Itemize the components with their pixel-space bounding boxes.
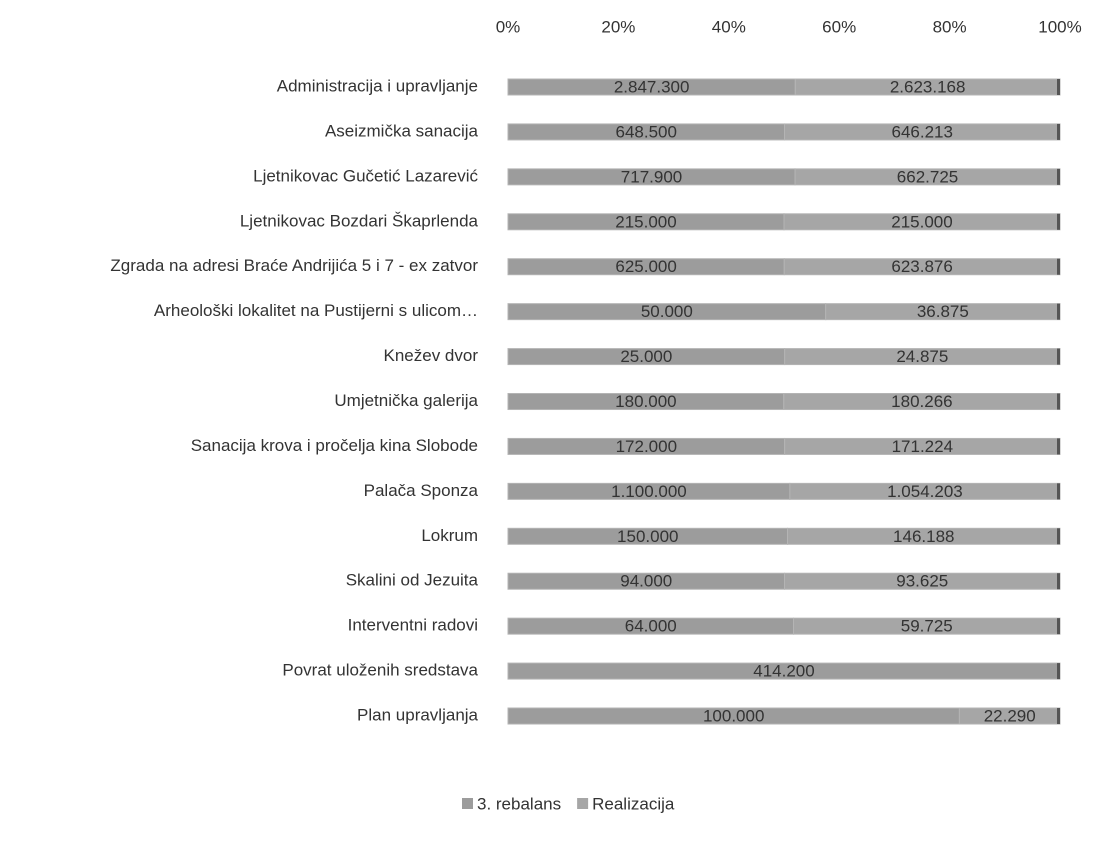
bar-end bbox=[1057, 79, 1060, 95]
y-tick-label: Lokrum bbox=[421, 526, 478, 545]
bar-end bbox=[1057, 483, 1060, 500]
data-label: 180.000 bbox=[615, 392, 676, 411]
bar-end bbox=[1057, 528, 1060, 545]
data-label: 215.000 bbox=[891, 212, 952, 231]
bar-end bbox=[1057, 393, 1060, 410]
y-tick-label: Palača Sponza bbox=[364, 481, 479, 500]
data-label: 146.188 bbox=[893, 527, 954, 546]
data-label: 100.000 bbox=[703, 707, 764, 726]
legend-swatch bbox=[577, 798, 589, 809]
x-tick-label: 60% bbox=[822, 17, 856, 36]
data-label: 172.000 bbox=[616, 437, 677, 456]
data-label: 94.000 bbox=[620, 572, 672, 591]
bar-end bbox=[1057, 213, 1060, 230]
data-label: 59.725 bbox=[901, 617, 953, 636]
legend-label: Realizacija bbox=[592, 794, 675, 813]
y-tick-label: Zgrada na adresi Braće Andrijića 5 i 7 -… bbox=[110, 256, 478, 275]
data-label: 623.876 bbox=[891, 257, 952, 276]
data-label: 646.213 bbox=[892, 122, 953, 141]
data-label: 648.500 bbox=[616, 122, 677, 141]
bar-end bbox=[1057, 168, 1060, 185]
y-tick-label: Plan upravljanja bbox=[357, 706, 479, 725]
x-tick-label: 40% bbox=[712, 17, 746, 36]
y-tick-label: Aseizmička sanacija bbox=[325, 121, 479, 140]
bar-end bbox=[1057, 258, 1060, 275]
data-label: 625.000 bbox=[615, 257, 676, 276]
y-tick-label: Interventni radovi bbox=[348, 616, 478, 635]
data-label: 2.623.168 bbox=[890, 77, 966, 96]
bar-end bbox=[1057, 618, 1060, 635]
data-label: 2.847.300 bbox=[614, 77, 690, 96]
y-tick-label: Sanacija krova i pročelja kina Slobode bbox=[191, 436, 478, 455]
x-tick-label: 0% bbox=[496, 17, 521, 36]
y-tick-label: Ljetnikovac Bozdari Škaprlenda bbox=[240, 211, 479, 230]
data-label: 180.266 bbox=[891, 392, 952, 411]
x-tick-label: 100% bbox=[1038, 17, 1081, 36]
y-tick-label: Ljetnikovac Gučetić Lazarević bbox=[253, 166, 478, 185]
data-label: 215.000 bbox=[615, 212, 676, 231]
y-tick-label: Knežev dvor bbox=[384, 346, 479, 365]
data-label: 150.000 bbox=[617, 527, 678, 546]
y-tick-label: Arheološki lokalitet na Pustijerni s uli… bbox=[154, 301, 478, 320]
x-tick-label: 20% bbox=[601, 17, 635, 36]
data-label: 64.000 bbox=[625, 617, 677, 636]
data-label: 1.054.203 bbox=[887, 482, 963, 501]
data-label: 171.224 bbox=[892, 437, 953, 456]
y-tick-label: Administracija i upravljanje bbox=[277, 76, 478, 95]
legend-label: 3. rebalans bbox=[477, 794, 561, 813]
data-label: 717.900 bbox=[621, 167, 682, 186]
data-label: 662.725 bbox=[897, 167, 958, 186]
bar-end bbox=[1057, 303, 1060, 320]
x-tick-label: 80% bbox=[933, 17, 967, 36]
bar-end bbox=[1057, 663, 1060, 680]
bar-end bbox=[1057, 348, 1060, 365]
legend-swatch bbox=[462, 798, 473, 809]
data-label: 25.000 bbox=[620, 347, 672, 366]
data-label: 93.625 bbox=[896, 572, 948, 591]
data-label: 50.000 bbox=[641, 302, 693, 321]
y-tick-label: Skalini od Jezuita bbox=[346, 571, 479, 590]
data-label: 24.875 bbox=[896, 347, 948, 366]
bar-end bbox=[1057, 708, 1060, 725]
data-label: 1.100.000 bbox=[611, 482, 687, 501]
y-tick-label: Povrat uloženih sredstava bbox=[282, 661, 478, 680]
bar-end bbox=[1057, 438, 1060, 455]
data-label: 414.200 bbox=[753, 662, 814, 681]
bar-end bbox=[1057, 573, 1060, 590]
bar-end bbox=[1057, 123, 1060, 140]
data-label: 36.875 bbox=[917, 302, 969, 321]
data-label: 22.290 bbox=[984, 707, 1036, 726]
y-tick-label: Umjetnička galerija bbox=[334, 391, 478, 410]
